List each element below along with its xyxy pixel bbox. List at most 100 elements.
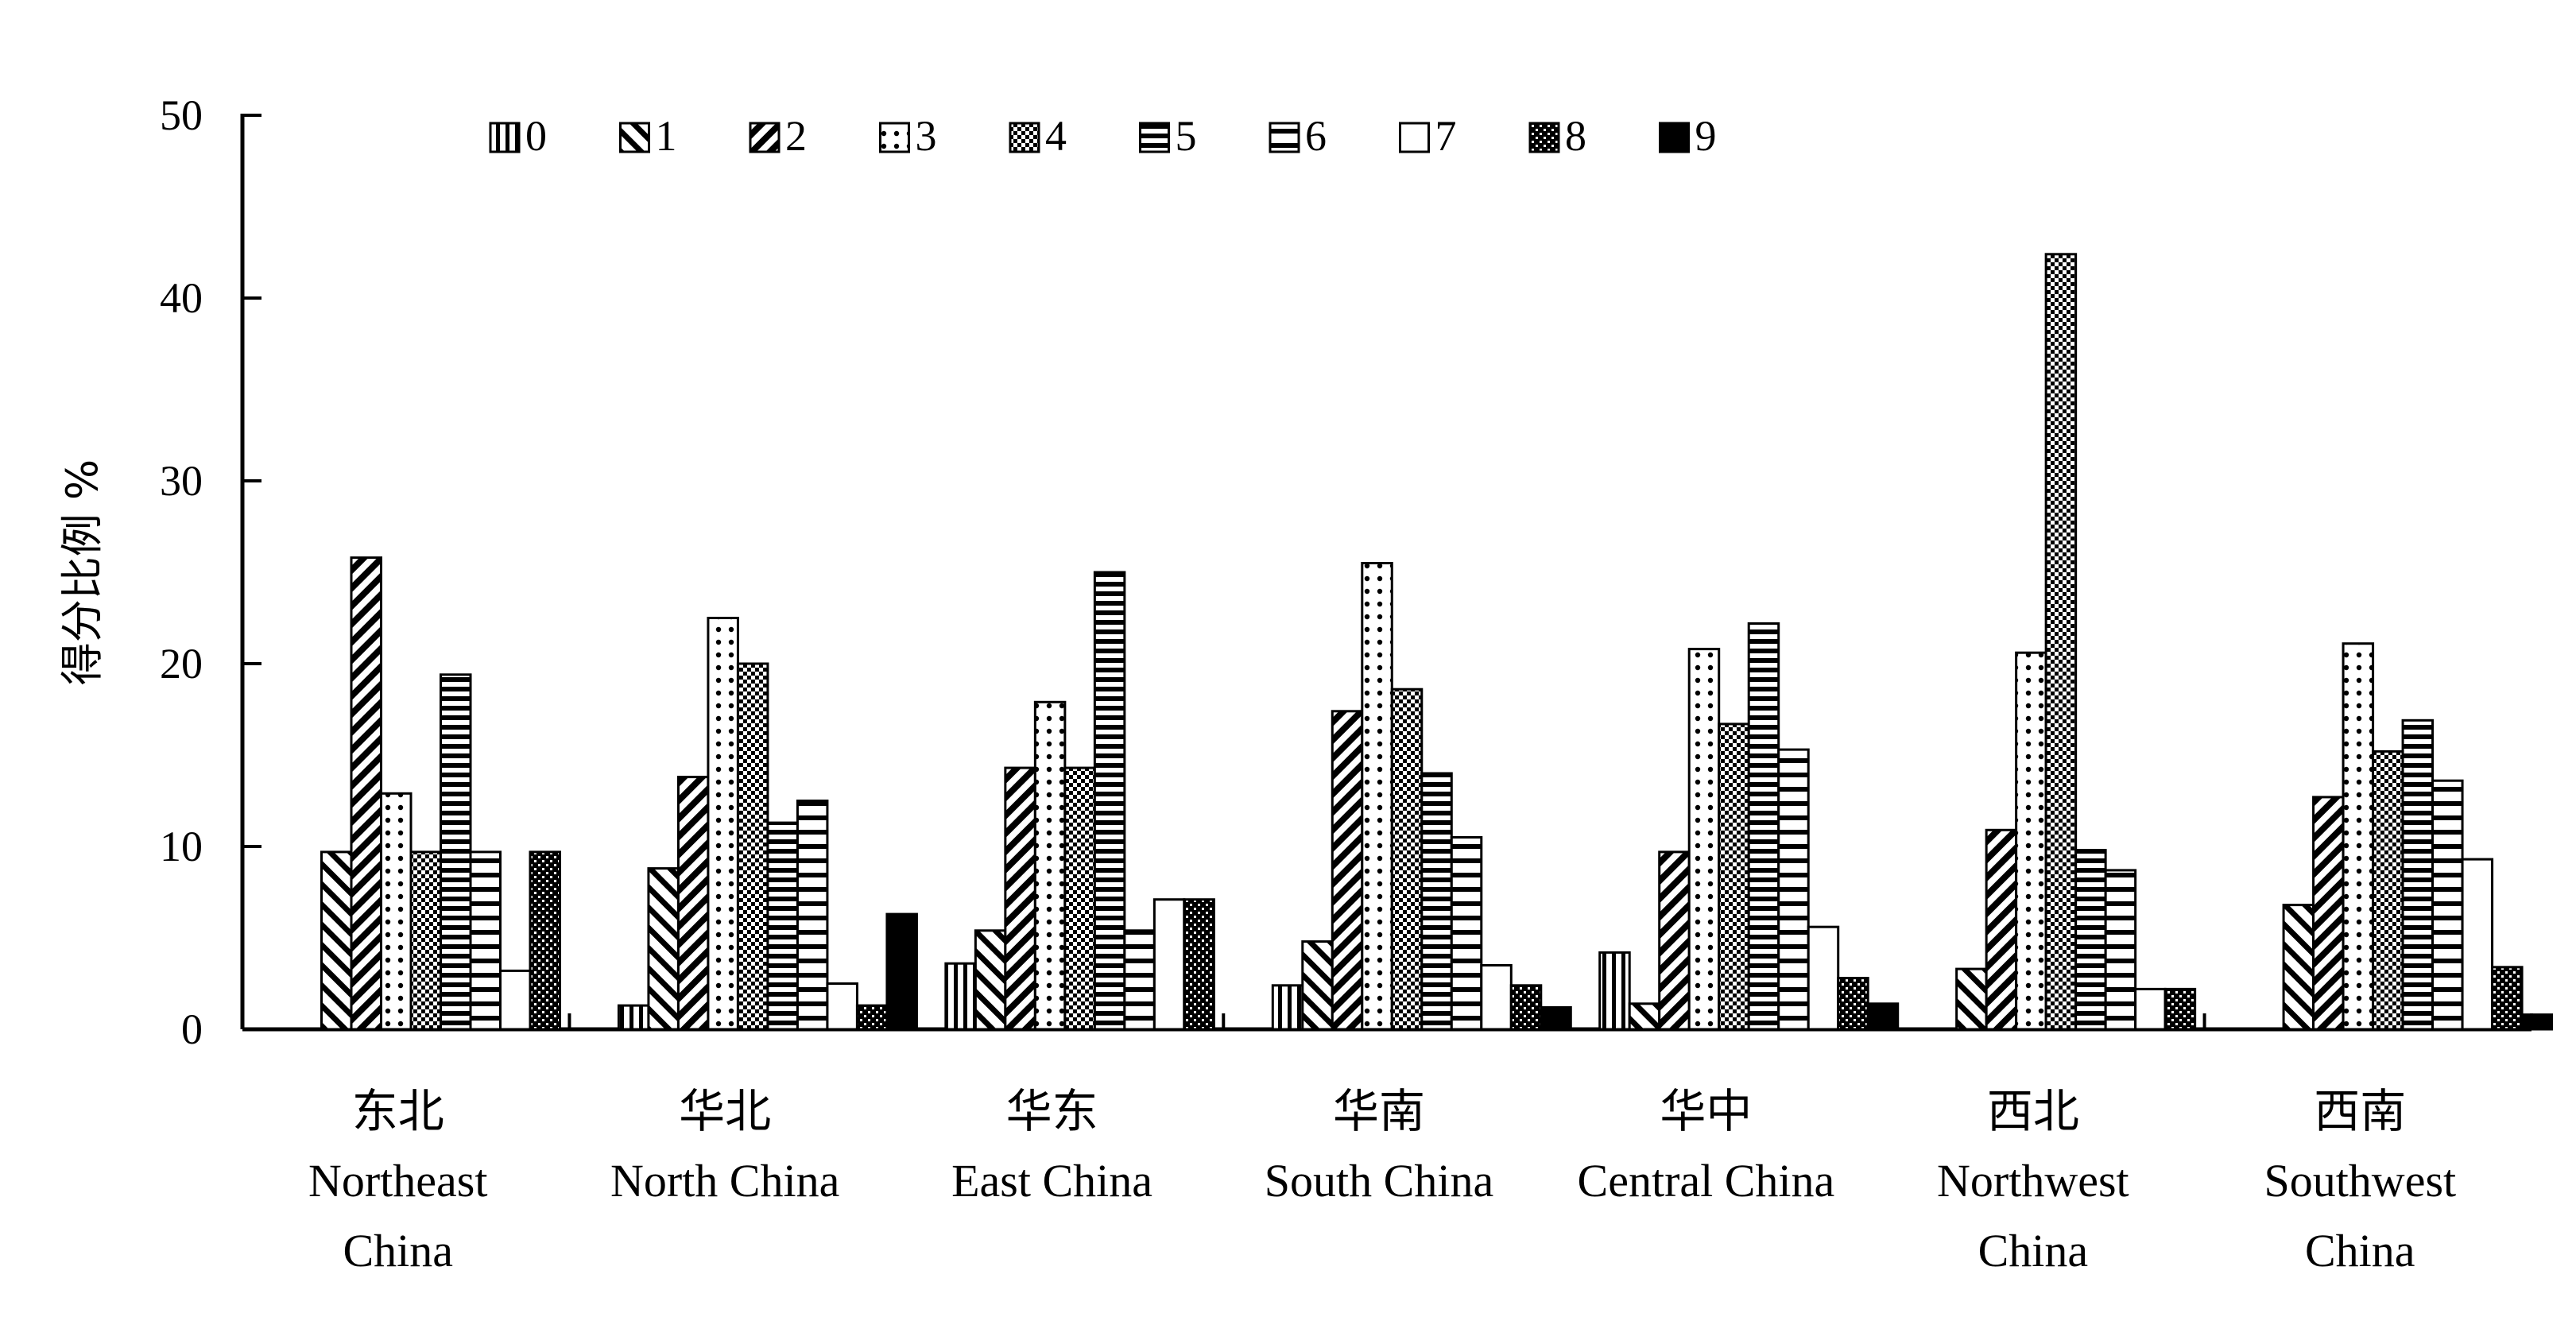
bar-series-7-cat-6 (2461, 858, 2494, 1031)
bar-series-5-cat-1 (766, 821, 799, 1031)
y-tick-label: 50 (160, 91, 203, 139)
bar-series-3-cat-2 (1033, 700, 1067, 1031)
bar-series-7-cat-5 (2134, 987, 2167, 1031)
y-tick-label: 10 (160, 823, 203, 870)
bar-series-5-cat-3 (1420, 772, 1453, 1031)
legend-swatch-9 (1659, 122, 1690, 153)
bar-series-7-cat-0 (499, 969, 532, 1031)
bar-series-8-cat-1 (855, 1004, 889, 1031)
bar-series-8-cat-3 (1509, 984, 1543, 1031)
bar-series-1-cat-3 (1301, 940, 1334, 1031)
category-label-cn: 华南 (1333, 1086, 1425, 1137)
bar-series-1-cat-5 (1955, 967, 1988, 1031)
bar-series-8-cat-5 (2163, 987, 2197, 1031)
bar-series-1-cat-0 (320, 850, 353, 1031)
y-tick-label: 0 (181, 1005, 203, 1053)
category-label-cn: 华北 (679, 1086, 771, 1137)
category-label-en: China (343, 1225, 453, 1276)
legend-label-0: 0 (525, 112, 547, 160)
bar-series-7-cat-1 (826, 982, 858, 1031)
legend-label-7: 7 (1435, 112, 1457, 160)
bar-series-3-cat-4 (1687, 648, 1721, 1031)
legend-swatch-0 (489, 122, 521, 153)
bar-series-0-cat-1 (617, 1004, 650, 1031)
category-label-cn: 华中 (1660, 1086, 1752, 1137)
bar-series-8-cat-4 (1837, 977, 1869, 1031)
legend-label-5: 5 (1176, 112, 1197, 160)
category-label-en: China (2305, 1225, 2415, 1276)
legend-label-9: 9 (1695, 112, 1717, 160)
bar-series-3-cat-5 (2015, 651, 2047, 1031)
legend-swatch-3 (879, 122, 910, 153)
category-label-cn: 东北 (352, 1086, 444, 1137)
legend-swatch-7 (1399, 122, 1430, 153)
category-label-en: Central China (1578, 1155, 1835, 1207)
bar-series-7-cat-4 (1807, 925, 1840, 1031)
bar-series-2-cat-4 (1658, 850, 1691, 1031)
bar-series-9-cat-1 (885, 912, 918, 1031)
bar-series-4-cat-3 (1390, 688, 1424, 1031)
bar-series-2-cat-1 (676, 776, 710, 1031)
y-tick-label: 40 (160, 274, 203, 322)
bar-series-8-cat-2 (1183, 898, 1215, 1031)
bar-series-1-cat-4 (1628, 1002, 1661, 1031)
category-label-en: South China (1265, 1155, 1493, 1207)
bar-series-9-cat-6 (2520, 1013, 2554, 1031)
bar-series-9-cat-3 (1540, 1005, 1572, 1031)
category-label-en: North China (610, 1155, 839, 1207)
legend-swatch-8 (1528, 122, 1560, 153)
bar-series-8-cat-0 (529, 850, 561, 1031)
bar-series-4-cat-4 (1718, 722, 1750, 1031)
bar-series-3-cat-1 (707, 617, 739, 1031)
bar-series-6-cat-5 (2104, 869, 2137, 1031)
bar-series-2-cat-0 (350, 556, 382, 1031)
category-label-en: East China (951, 1155, 1152, 1207)
bar-series-7-cat-2 (1152, 898, 1186, 1031)
legend: 0 1 2 3 4 5 6 7 8 9 (489, 112, 1717, 160)
legend-label-2: 2 (785, 112, 807, 160)
bar-series-5-cat-4 (1747, 622, 1780, 1031)
category-label-en: Northeast (308, 1155, 488, 1207)
bar-series-7-cat-3 (1480, 964, 1513, 1031)
labels: 得分比例 % 东北 Northeast China 华北 North China 华东 Eas… (57, 459, 2456, 1276)
bar-series-3-cat-6 (2342, 642, 2375, 1031)
bar-series-6-cat-4 (1777, 748, 1810, 1031)
bar-series-1-cat-1 (647, 867, 680, 1031)
legend-label-8: 8 (1565, 112, 1586, 160)
bar-series-2-cat-6 (2312, 796, 2345, 1031)
legend-label-6: 6 (1305, 112, 1327, 160)
y-axis-label: 得分比例 % (57, 459, 107, 685)
category-label-en: Southwest (2264, 1155, 2456, 1207)
legend-swatch-1 (619, 122, 650, 153)
legend-swatch-6 (1269, 122, 1300, 153)
bar-series-2-cat-5 (1985, 828, 2018, 1031)
bar-series-8-cat-6 (2491, 966, 2524, 1031)
y-tick-label: 30 (160, 457, 203, 505)
bar-series-1-cat-6 (2282, 904, 2315, 1031)
bar-series-5-cat-0 (440, 673, 472, 1031)
category-label-cn: 华东 (1006, 1086, 1098, 1137)
bar-series-2-cat-3 (1331, 710, 1364, 1031)
legend-label-3: 3 (916, 112, 937, 160)
bar-series-4-cat-1 (736, 662, 769, 1031)
bar-series-0-cat-2 (944, 962, 977, 1031)
category-label-cn: 西南 (2314, 1086, 2406, 1137)
legend-swatch-5 (1139, 122, 1170, 153)
bar-series-4-cat-5 (2044, 253, 2078, 1031)
y-tick-label: 20 (160, 640, 203, 688)
bars (320, 253, 2554, 1031)
category-label-en: Northwest (1937, 1155, 2129, 1207)
bar-series-4-cat-6 (2372, 750, 2404, 1031)
bar-series-0-cat-3 (1271, 984, 1304, 1031)
legend-label-1: 1 (656, 112, 677, 160)
legend-swatch-4 (1009, 122, 1040, 153)
bar-series-9-cat-4 (1866, 1002, 1900, 1031)
bar-series-5-cat-5 (2074, 849, 2107, 1031)
bar-series-2-cat-2 (1004, 766, 1036, 1031)
category-label-cn: 西北 (1987, 1086, 2079, 1137)
bar-series-6-cat-2 (1123, 929, 1156, 1031)
bar-series-6-cat-6 (2431, 779, 2464, 1031)
bar-series-4-cat-2 (1063, 766, 1096, 1031)
bar-series-5-cat-6 (2401, 719, 2435, 1031)
